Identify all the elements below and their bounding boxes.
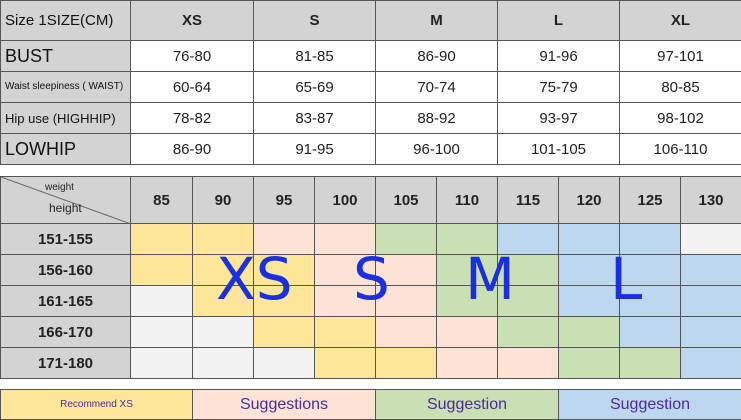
measurement-value: 80-85 [620,72,741,103]
measurement-value: 76-80 [131,41,254,72]
measurement-value: 91-96 [498,41,620,72]
height-label: 151-155 [1,224,131,255]
size-label-s: S [353,250,390,308]
weight-header: 120 [559,177,620,224]
fit-cell [376,317,437,348]
fit-cell [254,348,315,379]
height-label: 161-165 [1,286,131,317]
size-header: XL [620,1,741,41]
measurement-value: 65-69 [254,72,376,103]
fit-cell [559,317,620,348]
fit-cell [681,317,741,348]
fit-cell [681,286,741,317]
measurement-value: 86-90 [131,134,254,165]
fit-cell [437,317,498,348]
fit-cell [437,348,498,379]
measurement-label: Hip use (HIGHHIP) [1,103,131,134]
measurement-label: BUST [1,41,131,72]
measurement-value: 83-87 [254,103,376,134]
fit-cell [681,255,741,286]
fit-cell [131,255,193,286]
measurement-value: 75-79 [498,72,620,103]
fit-cell [376,348,437,379]
weight-header: 130 [681,177,741,224]
measurement-value: 106-110 [620,134,741,165]
legend-item: Suggestion [559,390,741,420]
weight-header: 90 [193,177,254,224]
measurement-value: 93-97 [498,103,620,134]
weight-header: 100 [315,177,376,224]
size-header: L [498,1,620,41]
fit-cell [315,348,376,379]
weight-header: 115 [498,177,559,224]
legend-item: Suggestion [376,390,559,420]
measurement-value: 70-74 [376,72,498,103]
fit-cell [193,348,254,379]
height-label: 171-180 [1,348,131,379]
legend-item: Suggestions [193,390,376,420]
grid-corner-header: weight height [1,177,131,224]
measurement-value: 101-105 [498,134,620,165]
measurement-label: Waist sleepiness ( WAIST) [1,72,131,103]
size-table-title: Size 1SIZE(CM) [1,1,131,41]
measurement-value: 88-92 [376,103,498,134]
weight-axis-label: weight [45,182,74,193]
measurement-value: 98-102 [620,103,741,134]
size-label-l: L [610,250,642,308]
fit-cell [498,348,559,379]
size-header: XS [131,1,254,41]
measurement-value: 97-101 [620,41,741,72]
fit-cell [681,224,741,255]
weight-header: 105 [376,177,437,224]
measurement-value: 81-85 [254,41,376,72]
fit-cell [193,317,254,348]
weight-header: 110 [437,177,498,224]
size-label-m: M [465,250,515,308]
legend-item: Recommend XS [1,390,193,420]
measurement-value: 86-90 [376,41,498,72]
fit-cell [131,224,193,255]
fit-cell [315,317,376,348]
fit-cell [131,348,193,379]
fit-cell [620,317,681,348]
height-axis-label: height [49,201,82,215]
height-label: 156-160 [1,255,131,286]
height-label: 166-170 [1,317,131,348]
size-header: S [254,1,376,41]
weight-header: 125 [620,177,681,224]
size-header: M [376,1,498,41]
size-label-xs: XS [216,250,293,308]
measurement-value: 78-82 [131,103,254,134]
measurement-value: 60-64 [131,72,254,103]
measurement-label: LOWHIP [1,134,131,165]
fit-cell [620,348,681,379]
fit-cell [254,317,315,348]
measurement-value: 91-95 [254,134,376,165]
measurement-value: 96-100 [376,134,498,165]
fit-cell [681,348,741,379]
fit-cell [131,317,193,348]
fit-cell [559,348,620,379]
weight-header: 85 [131,177,193,224]
fit-cell [131,286,193,317]
weight-header: 95 [254,177,315,224]
fit-cell [498,317,559,348]
